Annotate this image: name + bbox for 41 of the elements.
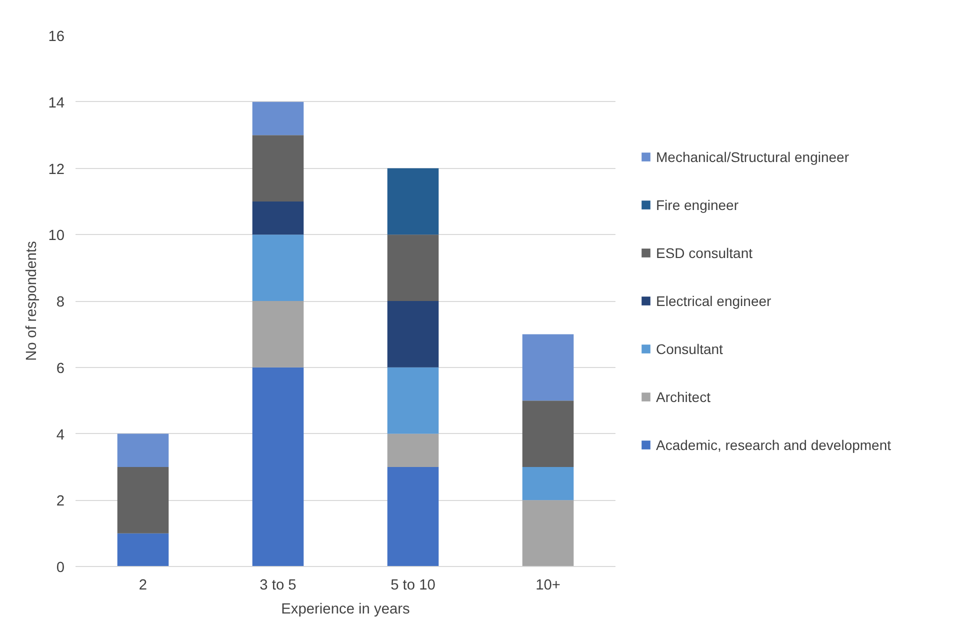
bar	[387, 466, 439, 566]
x-tick-label: 10+	[536, 578, 560, 594]
y-tick-label: 4	[56, 427, 65, 444]
x-axis-title: Experience in years	[281, 602, 410, 618]
y-axis-title: No of respondents	[24, 241, 40, 361]
x-tick-label: 5 to 10	[390, 578, 436, 594]
bar	[117, 466, 169, 534]
bar	[252, 102, 304, 136]
bar	[252, 201, 304, 235]
y-tick-label: 2	[56, 494, 65, 510]
bar	[522, 400, 574, 467]
y-tick-label: 10	[48, 228, 65, 244]
bar	[387, 367, 439, 434]
y-tick-label: 14	[48, 95, 65, 112]
bar	[252, 301, 304, 368]
legend-label: Electrical engineer	[656, 292, 772, 308]
bar	[522, 500, 574, 566]
bar	[252, 135, 304, 202]
y-tick-label: 0	[56, 560, 65, 576]
x-tick-label: 2	[138, 578, 148, 594]
bar	[387, 234, 439, 301]
bar	[117, 533, 169, 566]
bar	[252, 367, 304, 566]
bar	[387, 301, 439, 368]
y-tick-label: 12	[48, 162, 65, 178]
legend-label: Architect	[656, 388, 710, 404]
bar	[522, 334, 574, 401]
x-tick-label: 3 to 5	[260, 578, 296, 594]
y-tick-label: 8	[56, 294, 65, 310]
legend-label: Consultant	[656, 340, 723, 356]
bar	[387, 434, 439, 467]
legend-label: Fire engineer	[656, 196, 738, 212]
legend-label: ESD consultant	[656, 244, 752, 260]
y-tick-label: 6	[56, 360, 65, 377]
bar	[117, 434, 169, 467]
legend-label: Academic, research and development	[656, 436, 892, 452]
bar	[252, 234, 304, 301]
y-tick-label: 16	[48, 29, 65, 45]
legend-label: Mechanical/Structural engineer	[656, 148, 849, 164]
bar	[387, 168, 439, 235]
bar	[522, 466, 574, 500]
